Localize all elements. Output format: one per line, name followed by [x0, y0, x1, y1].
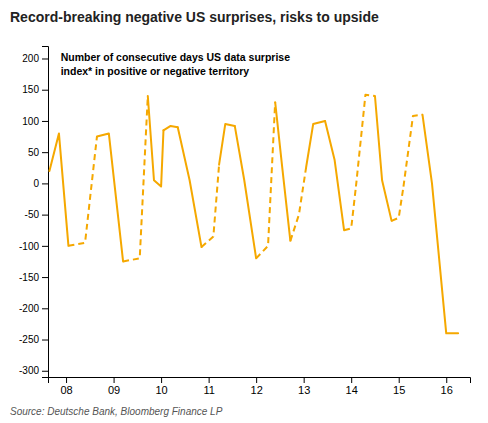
- line-segment: [123, 96, 148, 262]
- y-axis: -300 -250 -200 -150 -100 -50 0 50 100 150 200: [19, 47, 49, 378]
- y-tick-mark: [42, 308, 48, 309]
- x-tick-mark: [446, 377, 447, 383]
- y-tick-label: -50: [25, 209, 40, 220]
- chart: Record-breaking negative US surprises, r…: [0, 0, 488, 423]
- y-tick-label: -300: [19, 365, 39, 376]
- x-tick-label: 13: [298, 384, 310, 396]
- y-tick-label: 100: [22, 116, 39, 127]
- x-tick: 13: [298, 377, 310, 396]
- x-tick: 09: [108, 377, 120, 396]
- x-tick-label: 14: [346, 384, 358, 396]
- y-tick: 50: [28, 147, 48, 158]
- line-segment: [422, 115, 458, 334]
- line-segment: [306, 121, 325, 168]
- line-segment: [403, 115, 422, 187]
- y-tick-label: 0: [33, 178, 39, 189]
- y-tick: 200: [22, 53, 48, 64]
- line-segment: [97, 133, 123, 261]
- line-segment: [235, 126, 256, 258]
- y-tick: 100: [22, 116, 48, 127]
- y-tick-label: 150: [22, 84, 39, 95]
- x-tick-label: 11: [203, 384, 214, 396]
- y-tick-label: -100: [19, 241, 39, 252]
- x-tick-mark: [304, 377, 305, 383]
- x-tick-label: 09: [108, 384, 120, 396]
- y-tick-label: -150: [19, 272, 39, 283]
- line-segment: [148, 96, 164, 187]
- x-tick: 15: [393, 377, 405, 396]
- x-tick-label: 15: [393, 384, 405, 396]
- line-segment: [201, 165, 219, 247]
- x-tick-label: 12: [251, 384, 263, 396]
- x-tick-mark: [114, 377, 115, 383]
- line-segment: [256, 102, 275, 258]
- y-tick: -250: [19, 334, 48, 345]
- source: Source: Deutsche Bank, Bloomberg Finance…: [10, 406, 223, 417]
- x-axis-line: [49, 378, 471, 384]
- x-tick-label: 16: [441, 384, 453, 396]
- x-tick-mark: [399, 377, 400, 383]
- x-tick-mark: [256, 377, 257, 383]
- y-tick: 150: [22, 84, 48, 95]
- annotation: Number of consecutive days US data surpr…: [61, 51, 290, 77]
- y-tick-label: 50: [28, 147, 40, 158]
- x-tick: 12: [251, 377, 263, 396]
- line-segment: [325, 121, 344, 230]
- x-tick-label: 08: [60, 384, 72, 396]
- y-tick: -100: [19, 241, 48, 252]
- y-tick: 0: [33, 178, 48, 189]
- y-tick: -300: [19, 365, 48, 376]
- x-tick: 11: [203, 377, 214, 396]
- y-tick-label: -200: [19, 303, 39, 314]
- y-axis-line: [42, 47, 49, 378]
- y-tick-mark: [42, 58, 48, 59]
- y-tick-mark: [42, 90, 48, 91]
- y-tick: -200: [19, 303, 48, 314]
- y-tick-mark: [42, 121, 48, 122]
- line-segment: [290, 168, 306, 241]
- line-segment: [275, 102, 290, 241]
- y-tick: -150: [19, 272, 48, 283]
- y-tick-mark: [42, 371, 48, 372]
- x-tick-mark: [161, 377, 162, 383]
- y-tick-mark: [42, 340, 48, 341]
- line-segment: [68, 137, 97, 246]
- x-tick: 10: [155, 377, 167, 396]
- y-tick-mark: [42, 246, 48, 247]
- line-segment: [392, 187, 404, 221]
- line-segment: [344, 187, 356, 231]
- y-tick-mark: [42, 183, 48, 184]
- y-tick-mark: [42, 277, 48, 278]
- y-tick-mark: [42, 215, 48, 216]
- x-tick-label: 10: [155, 384, 167, 396]
- y-tick-label: 200: [22, 53, 39, 64]
- line-segment: [375, 96, 392, 221]
- lines: [49, 95, 458, 334]
- x-axis: 08 09 10 11 12 13 14 15 16: [49, 377, 471, 396]
- x-tick: 14: [346, 377, 358, 396]
- x-tick-mark: [66, 377, 67, 383]
- y-tick-mark: [42, 152, 48, 153]
- line-segment: [178, 127, 202, 247]
- y-tick: -50: [25, 209, 48, 220]
- line-segment: [219, 124, 235, 165]
- y-tick-label: -250: [19, 334, 39, 345]
- x-tick: 16: [441, 377, 453, 396]
- line-segment: [356, 95, 375, 187]
- plot: 08 09 10 11 12 13 14 15 16 -300 -250 -200 -150 -100 -5…: [19, 47, 471, 396]
- title: Record-breaking negative US surprises, r…: [10, 9, 379, 25]
- x-tick: 08: [60, 377, 72, 396]
- x-tick-mark: [209, 377, 210, 383]
- line-segment: [163, 126, 177, 130]
- line-segment: [49, 133, 68, 245]
- x-tick-mark: [351, 377, 352, 383]
